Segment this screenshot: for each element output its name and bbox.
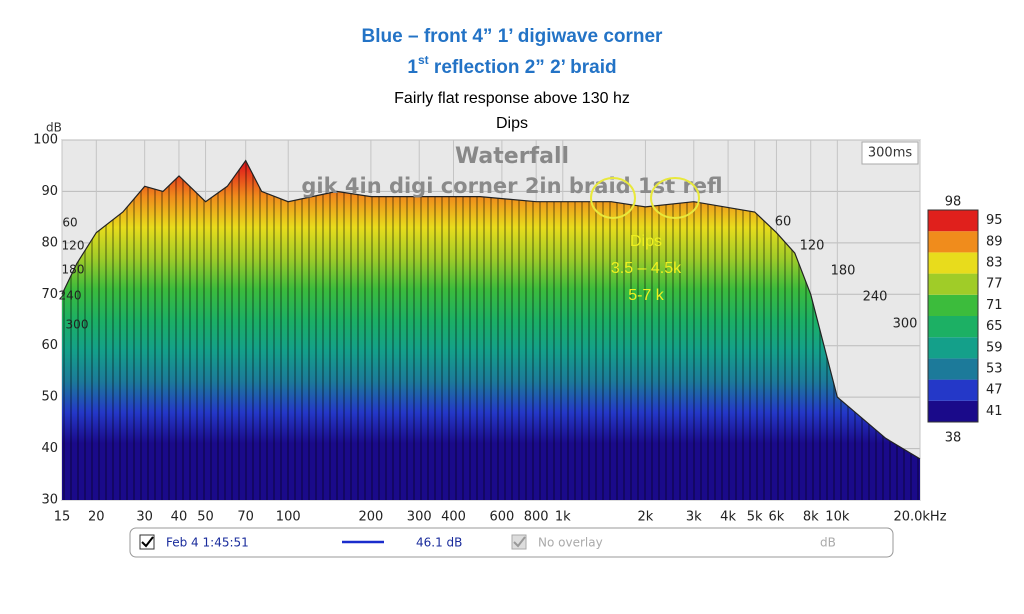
x-tick-label: 30 [136,510,153,525]
x-tick-label: 200 [358,510,383,525]
x-tick-label: 600 [489,510,514,525]
y-tick-label: 90 [41,184,58,199]
x-tick-label: 3k [686,510,702,525]
dip-circle [650,177,700,219]
colorbar-label: 47 [986,383,1003,398]
time-label: 240 [59,289,82,303]
colorbar-band [928,337,978,359]
y-tick-label: 60 [41,338,58,353]
title-line: 1st reflection 2” 2’ braid [407,53,616,78]
colorbar-label: 41 [986,404,1003,419]
colorbar-label: 65 [986,319,1003,334]
x-tick-label: 4k [720,510,736,525]
time-label: 240 [863,290,888,305]
colorbar-min: 38 [945,431,962,446]
colorbar-label: 89 [986,234,1003,249]
x-tick-label: 15 [54,510,71,525]
text: 1 [407,57,418,78]
time-label: 60 [775,215,792,230]
x-tick-label: 100 [276,510,301,525]
surface-line [61,159,921,460]
colorbar-band [928,231,978,253]
x-tick-label: 300 [407,510,432,525]
time-label: 120 [62,239,85,253]
chart-subtitle: gik 4in digi corner 2in braid 1st refl [301,174,722,198]
time-label: 300 [66,318,89,332]
colorbar-frame [927,209,979,423]
colorbar-max: 98 [945,195,962,210]
y-tick-label: 30 [41,493,58,508]
time-box [861,141,919,165]
x-tick-label: 2k [638,510,654,525]
surface-ridges [62,160,920,500]
x-tick-label: 20.0kHz [893,510,946,525]
x-tick-label: 400 [441,510,466,525]
x-tick-label: 70 [237,510,254,525]
subtitle-line: Fairly flat response above 130 hz [394,90,630,107]
x-tick-label: 50 [197,510,214,525]
annotation: Dips [630,233,662,250]
y-tick-label: 40 [41,441,58,456]
y-tick-label: 100 [33,133,58,148]
colorbar-label: 83 [986,256,1003,271]
overlay-checkbox[interactable] [511,534,527,550]
y-axis-label: dB [46,121,62,135]
x-tick-label: 5k [747,510,763,525]
annotation: 5-7 k [628,287,665,304]
time-span: 300ms [868,146,912,161]
subtitle-line: Dips [496,115,528,132]
chart-title: Waterfall [455,144,569,169]
y-tick-label: 80 [41,235,58,250]
colorbar-band [928,252,978,274]
x-tick-label: 1k [555,510,571,525]
x-tick-label: 6k [769,510,785,525]
colorbar-band [928,210,978,232]
text: reflection 2” 2’ braid [429,57,617,78]
colorbar-label: 77 [986,277,1003,292]
superscript: st [418,53,429,67]
legend-date: Feb 4 1:45:51 [166,536,249,550]
time-label: 120 [800,239,825,254]
x-tick-label: 800 [524,510,549,525]
x-tick-label: 10k [825,510,850,525]
colorbar-band [928,316,978,338]
legend-overlay: No overlay [538,536,603,550]
colorbar-label: 95 [986,213,1003,228]
x-tick-label: 40 [171,510,188,525]
annotation: 3.5 – 4.5k [611,260,682,277]
y-tick-label: 50 [41,390,58,405]
y-tick-label: 70 [41,287,58,302]
title-line: Blue – front 4” 1’ digiwave corner [362,26,664,47]
x-tick-label: 20 [88,510,105,525]
colorbar-label: 59 [986,340,1003,355]
time-label: 180 [62,263,85,277]
x-tick-label: 8k [803,510,819,525]
time-label: 60 [62,216,77,230]
time-label: 180 [831,264,856,279]
colorbar-band [928,400,978,422]
colorbar-band [928,294,978,316]
check-mark [141,536,154,548]
colorbar-band [928,379,978,401]
check-mark [513,536,526,548]
dip-circle [590,177,636,219]
colorbar-band [928,273,978,295]
legend-level: 46.1 dB [416,536,462,550]
colorbar-band [928,358,978,380]
colorbar-label: 53 [986,362,1003,377]
checkbox[interactable] [139,534,155,550]
colorbar-label: 71 [986,298,1003,313]
time-label: 300 [893,317,918,332]
legend-unit: dB [820,536,836,550]
